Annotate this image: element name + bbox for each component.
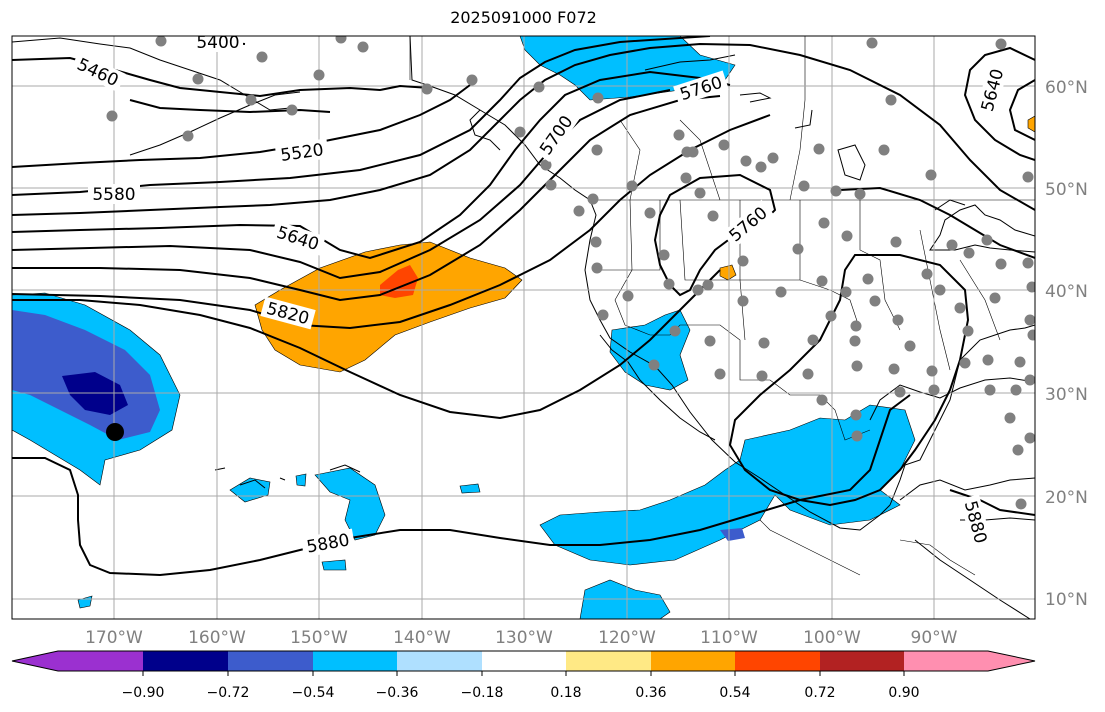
lon-label-160w: 160°W	[188, 628, 246, 648]
colorbar-segment-7	[651, 651, 735, 671]
lon-label-110w: 110°W	[700, 628, 758, 648]
colorbar-tick-label: 0.36	[635, 685, 666, 701]
colorbar-segment-6	[566, 651, 651, 671]
colorbar-segment-2	[228, 651, 313, 671]
height-contours	[12, 36, 1035, 577]
lat-label-50n: 50°N	[1045, 180, 1088, 200]
lon-label-100w: 100°W	[803, 628, 861, 648]
colorbar-segment-3	[313, 651, 397, 671]
colorbar-tick-label: 0.18	[550, 685, 581, 701]
lon-label-90w: 90°W	[911, 628, 958, 648]
colorbar-segment-5	[482, 651, 566, 671]
lon-label-130w: 130°W	[495, 628, 553, 648]
map-frame	[11, 35, 1036, 620]
colorbar-tick-label: 0.54	[719, 685, 750, 701]
colorbar-segment-0	[12, 651, 58, 671]
colorbar: −0.90 −0.72 −0.54 −0.36 −0.18 0.18 0.36 …	[11, 650, 1036, 701]
colorbar-tick-label: 0.90	[888, 685, 919, 701]
lon-label-150w: 150°W	[290, 628, 348, 648]
colorbar-segment-1	[143, 651, 228, 671]
lat-label-10n: 10°N	[1045, 590, 1088, 610]
colorbar-tick-label: 0.72	[804, 685, 835, 701]
map-title: 2025091000 F072	[450, 8, 597, 27]
contour-label-5400: 5400	[196, 33, 239, 53]
colorbar-tick-label: −0.36	[376, 685, 419, 701]
highlight-marker	[106, 423, 124, 441]
colorbar-segment-8	[735, 651, 820, 671]
colorbar-tick-label: −0.90	[122, 685, 165, 701]
colorbar-segment-10b	[988, 651, 1035, 671]
lon-label-140w: 140°W	[393, 628, 451, 648]
colorbar-segment-0b	[58, 651, 143, 671]
station-dots	[106, 36, 1035, 510]
lat-label-30n: 30°N	[1045, 385, 1088, 405]
colorbar-segment-9	[820, 651, 904, 671]
lat-label-60n: 60°N	[1045, 78, 1088, 98]
colorbar-tick-label: −0.18	[461, 685, 504, 701]
lon-label-120w: 120°W	[598, 628, 656, 648]
contour-label-5580: 5580	[92, 185, 135, 205]
lat-label-40n: 40°N	[1045, 282, 1088, 302]
longitude-labels: 170°W 160°W 150°W 140°W 130°W 120°W 110°…	[85, 628, 958, 648]
latitude-labels: 60°N 50°N 40°N 30°N 20°N 10°N	[1045, 78, 1088, 610]
colorbar-segment-4	[397, 651, 482, 671]
colorbar-outline	[11, 650, 1036, 672]
colorbar-segment-10	[904, 651, 988, 671]
colorbar-tick-label: −0.54	[292, 685, 335, 701]
lon-label-170w: 170°W	[85, 628, 143, 648]
colorbar-tick-label: −0.72	[207, 685, 250, 701]
lat-label-20n: 20°N	[1045, 488, 1088, 508]
